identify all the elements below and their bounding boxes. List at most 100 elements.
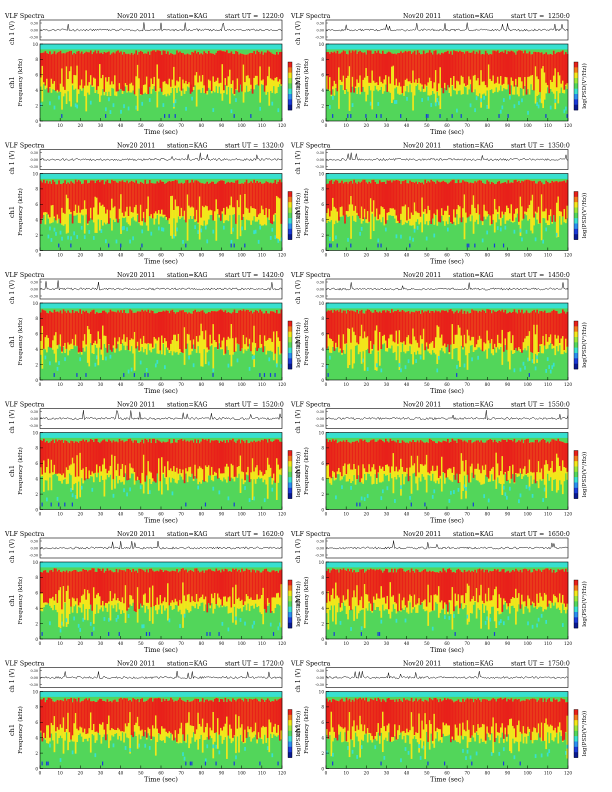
spectrogram-cell	[404, 50, 407, 80]
colorbar-segment	[288, 622, 292, 629]
spectrogram-cell	[43, 570, 45, 603]
spectrogram-cell	[235, 755, 237, 760]
spectrogram-cell	[53, 309, 56, 336]
spectrogram-cell	[557, 438, 560, 491]
spectrogram-cell	[436, 443, 439, 466]
spectrogram-cell	[531, 54, 534, 75]
spectrogram-cell	[215, 440, 218, 473]
spectrogram-cell	[156, 359, 159, 364]
spectrogram-cell	[126, 568, 128, 611]
spectrogram-cell	[280, 182, 283, 224]
spectrogram-cell	[118, 438, 121, 476]
x-tick-label: 110	[544, 641, 552, 646]
spectrogram-cell	[489, 184, 492, 216]
spectrogram-cell	[439, 182, 442, 223]
spectrogram-cell	[263, 438, 266, 475]
spectrogram-cell	[139, 441, 142, 484]
spectrogram-cell	[445, 441, 448, 478]
spectrogram-cell	[395, 100, 398, 104]
spectrogram-cell	[502, 439, 505, 475]
spectrogram-cell	[439, 114, 441, 118]
spectrogram-cell	[251, 355, 254, 360]
spectrogram-cell	[475, 310, 478, 345]
spectrogram-cell	[216, 182, 219, 210]
spectrogram-cell	[272, 440, 275, 474]
spectrogram-cell	[79, 628, 82, 632]
spectrogram-cell	[218, 442, 221, 469]
spectrogram-cell	[109, 183, 112, 211]
spectrogram-cell	[253, 355, 255, 360]
spectrogram-cell	[180, 182, 183, 208]
spectrogram-cell	[460, 439, 463, 454]
spectrogram-cell	[366, 442, 369, 473]
spectrogram-cell	[468, 313, 470, 336]
spectrogram-cell	[200, 310, 203, 367]
y-tick-label: 6	[35, 720, 38, 725]
spectrogram-cell	[375, 569, 378, 594]
spectrogram-cell	[480, 570, 482, 629]
trace-axis-label: ch 1 (V)	[295, 21, 302, 45]
spectrogram-cell	[528, 313, 531, 361]
y-axis-label: ch1	[8, 206, 16, 218]
spectrogram-cell	[421, 701, 423, 749]
spectrogram-cell	[218, 310, 221, 335]
spectrogram-cell	[345, 570, 348, 600]
spectrogram-cell	[326, 570, 328, 603]
spectrogram-cell	[462, 748, 464, 753]
colorbar-label: log(PSD(V²/Hz))	[295, 581, 302, 627]
spectrogram-cell	[185, 761, 187, 766]
spectrogram-cell	[400, 443, 402, 459]
spectrogram-cell	[353, 701, 355, 721]
x-tick-label: 120	[278, 123, 286, 128]
spectrogram-cell	[558, 441, 561, 466]
spectrogram-cell	[245, 568, 248, 595]
spectrogram-cell	[151, 570, 154, 586]
spectrogram-cell	[112, 180, 115, 208]
spectrogram-cell	[530, 180, 532, 201]
spectrogram-cell	[413, 182, 416, 203]
y-axis-label: ch1	[8, 336, 16, 348]
spectrogram-cell	[368, 309, 371, 354]
spectrogram-cell	[100, 52, 103, 79]
colorbar-segment	[288, 466, 292, 473]
spectrogram-cell	[451, 179, 454, 224]
spectrogram-cell	[345, 313, 348, 344]
y-tick-label: 6	[35, 332, 38, 337]
spectrogram-cell	[235, 51, 237, 90]
spectrogram-cell	[329, 105, 331, 109]
spectrogram-cell	[108, 312, 110, 345]
spectrogram-cell	[83, 52, 86, 86]
spectrogram-cell	[363, 179, 366, 209]
spectrogram-cell	[504, 50, 507, 77]
y-tick-label: 8	[321, 316, 324, 321]
spectrogram-cell	[182, 440, 184, 470]
spectrogram-cell	[350, 701, 352, 740]
spectrogram-cell	[456, 442, 458, 474]
spectrogram-cell	[483, 494, 486, 499]
spectrogram-cell	[492, 182, 495, 215]
spectrogram-cell	[177, 572, 180, 606]
spectrogram-cell	[369, 183, 372, 240]
spectrogram-cell	[123, 309, 125, 335]
trace-tick-label: -0.30	[29, 683, 38, 687]
spectrogram-cell	[206, 239, 209, 244]
spectrogram-cell	[206, 632, 208, 636]
spectrogram-cell	[350, 310, 352, 343]
x-tick-label: 30	[384, 641, 390, 646]
spectrogram-cell	[386, 310, 389, 348]
spectrogram-cell	[98, 182, 101, 203]
spectrogram-cell	[142, 443, 145, 455]
y-tick-label: 6	[35, 73, 38, 78]
x-tick-label: 60	[158, 382, 164, 387]
spectrogram-cell	[53, 51, 56, 82]
spectrogram-cell	[545, 442, 548, 461]
spectrogram-cell	[486, 180, 489, 212]
spectrogram-cell	[71, 493, 74, 498]
spectrogram-cell	[451, 311, 454, 360]
spectrogram-cell	[127, 183, 130, 216]
spectrogram-cell	[76, 441, 79, 456]
spectrogram-cell	[459, 570, 461, 609]
spectrogram-cell	[185, 569, 187, 602]
spectrogram-cell	[120, 243, 122, 248]
spectrogram-cell	[478, 442, 481, 470]
